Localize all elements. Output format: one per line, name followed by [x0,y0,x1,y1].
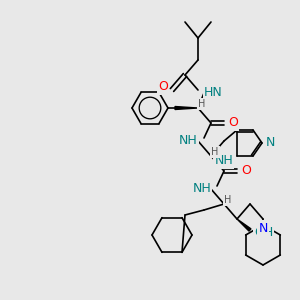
Text: O: O [241,164,251,178]
Text: H: H [211,147,219,157]
Text: N: N [266,136,275,149]
Polygon shape [175,106,198,110]
Text: H: H [198,99,206,109]
Text: O: O [158,80,168,94]
Text: NH: NH [192,182,211,196]
Text: OH: OH [254,226,273,238]
Polygon shape [237,219,251,231]
Text: N: N [258,221,268,235]
Text: O: O [228,116,238,130]
Text: NH: NH [214,154,233,167]
Text: HN: HN [204,86,223,100]
Text: NH: NH [179,134,198,148]
Text: H: H [224,195,232,205]
